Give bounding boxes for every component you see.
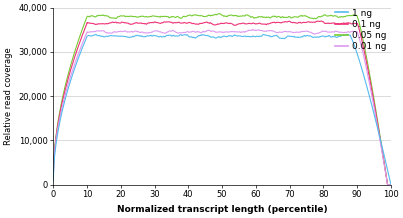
1 ng (51, 179, 56, 182)
0.1 ng (328, 22, 333, 25)
0.01 ng (251, 28, 256, 31)
0.05 ng (51, 175, 56, 177)
0.1 ng (51, 175, 56, 177)
Y-axis label: Relative read coverage: Relative read coverage (4, 47, 13, 145)
X-axis label: Normalized transcript length (percentile): Normalized transcript length (percentile… (117, 205, 327, 214)
Line: 0.1 ng: 0.1 ng (53, 21, 391, 185)
0.05 ng (253, 16, 258, 19)
1 ng (213, 37, 218, 39)
0.1 ng (388, 183, 393, 186)
1 ng (211, 36, 216, 38)
1 ng (345, 33, 350, 36)
0.01 ng (381, 159, 386, 162)
0.1 ng (211, 23, 216, 26)
0.01 ng (51, 175, 56, 177)
0.01 ng (328, 31, 333, 33)
Line: 0.05 ng: 0.05 ng (53, 14, 391, 185)
1 ng (234, 34, 239, 37)
0.01 ng (211, 30, 216, 32)
0.05 ng (381, 157, 386, 159)
1 ng (388, 183, 393, 186)
0.01 ng (253, 29, 258, 31)
0.1 ng (234, 24, 239, 26)
0.05 ng (217, 12, 222, 15)
0.1 ng (386, 183, 391, 186)
0.05 ng (234, 14, 239, 17)
Legend: 1 ng, 0.1 ng, 0.05 ng, 0.01 ng: 1 ng, 0.1 ng, 0.05 ng, 0.01 ng (335, 9, 386, 51)
0.1 ng (252, 22, 257, 25)
0.1 ng (381, 158, 386, 160)
0.01 ng (386, 183, 391, 186)
Line: 0.01 ng: 0.01 ng (53, 29, 391, 185)
Line: 1 ng: 1 ng (53, 34, 391, 185)
0.05 ng (213, 13, 218, 15)
1 ng (328, 35, 332, 38)
0.1 ng (213, 24, 218, 26)
0.01 ng (234, 31, 239, 33)
0.05 ng (388, 183, 393, 186)
0.05 ng (211, 14, 216, 16)
1 ng (381, 151, 386, 154)
0.01 ng (213, 31, 218, 34)
0.1 ng (319, 20, 324, 22)
0.01 ng (388, 183, 393, 186)
0.05 ng (386, 183, 391, 186)
0.05 ng (328, 14, 333, 17)
1 ng (252, 35, 257, 38)
